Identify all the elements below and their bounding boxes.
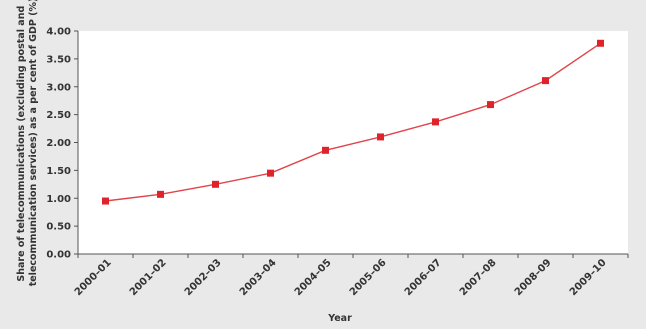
data-point-marker: [322, 146, 329, 154]
y-tick-label: 3.50: [46, 54, 71, 65]
data-point-marker: [267, 169, 274, 177]
y-tick-label: 2.50: [46, 110, 71, 121]
data-point-marker: [157, 190, 164, 198]
series-layer: [102, 39, 604, 205]
x-tick-label: 2002–03: [183, 257, 224, 298]
x-tick-label: 2004–05: [293, 257, 334, 298]
plot-area: [78, 31, 628, 254]
x-tick-label: 2009–10: [568, 257, 609, 298]
data-point-marker: [597, 39, 604, 47]
y-tick-label: 2.00: [46, 138, 71, 149]
data-point-marker: [542, 77, 549, 85]
data-point-marker: [432, 118, 439, 126]
y-tick-label: 0.00: [46, 250, 71, 261]
y-axis-title-line-1: Share of telecommunications (excluding p…: [16, 6, 27, 282]
y-axis-title-line-2: telecommunication services) as a per cen…: [28, 0, 39, 286]
y-tick-label: 4.00: [46, 27, 71, 38]
x-tick-label: 2006–07: [403, 257, 444, 298]
data-point-marker: [487, 101, 494, 109]
x-axis: 2000–01 2001–02 2002–03 2003–04 2004–05 2005–…: [73, 253, 629, 298]
y-tick-label: 3.00: [46, 82, 71, 93]
x-tick-label: 2005–06: [348, 257, 389, 298]
y-tick-label: 0.50: [46, 222, 71, 233]
series-line: [105, 42, 601, 202]
y-tick-label: 1.50: [46, 166, 71, 177]
x-tick-label: 2007–08: [458, 257, 499, 298]
data-point-marker: [212, 180, 219, 188]
y-axis: 0.00 0.50 1.00 1.50 2.00 2.50 3.00 3.50 4.00: [46, 27, 79, 261]
data-point-marker: [102, 197, 109, 205]
y-tick-label: 1.00: [46, 194, 71, 205]
y-axis-title: Share of telecommunications (excluding p…: [16, 0, 39, 286]
x-tick-label: 2008–09: [513, 257, 554, 298]
x-axis-title: Year: [327, 313, 352, 324]
data-point-marker: [377, 133, 384, 141]
x-tick-label: 2003–04: [238, 257, 279, 298]
x-tick-label: 2001–02: [128, 257, 169, 298]
x-tick-label: 2000–01: [73, 257, 114, 298]
